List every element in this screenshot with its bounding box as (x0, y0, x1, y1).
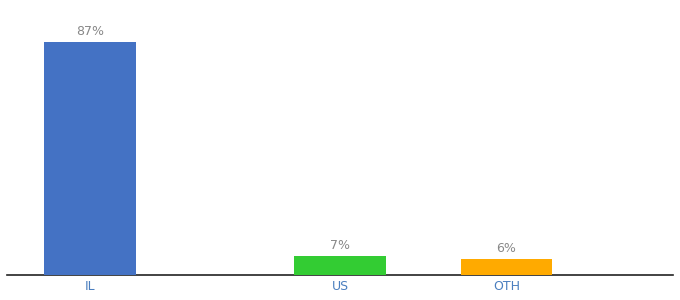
Bar (461, 259, 552, 275)
Text: 6%: 6% (496, 242, 517, 255)
Bar (294, 256, 386, 275)
Text: 87%: 87% (76, 25, 104, 38)
Bar (44, 42, 136, 275)
Text: 7%: 7% (330, 239, 350, 252)
